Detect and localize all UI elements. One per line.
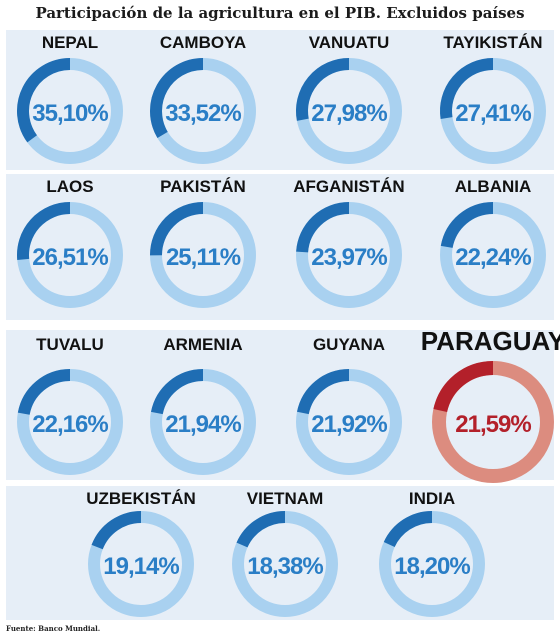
country-label: ARMENIA [163,335,242,354]
value-label: 21,94% [165,411,241,438]
value-label: 22,16% [32,411,108,438]
country-label: PAKISTÁN [160,177,246,196]
value-label: 19,14% [103,553,179,580]
ring-value-arc [17,369,71,416]
ring-value-arc [296,369,350,415]
donut-guyana: GUYANA 21,92% [296,335,402,475]
value-label: 35,10% [32,100,108,127]
donut-vietnam: VIETNAM 18,38% [232,489,338,617]
country-label: UZBEKISTÁN [86,489,196,508]
value-label: 18,20% [394,553,470,580]
country-label: NEPAL [42,33,98,52]
source-note: Fuente: Banco Mundial. [6,624,101,633]
ring-value-arc [149,202,204,256]
value-label: 23,97% [311,244,387,271]
ring-value-arc [440,58,494,119]
donut-laos: LAOS 26,51% [17,177,123,308]
country-label: LAOS [46,177,93,196]
donut-vanuatu: VANUATU 27,98% [296,33,402,164]
ring-value-arc [17,202,71,261]
ring-value-arc [150,369,204,415]
country-label: GUYANA [313,335,385,354]
donut-nepal: NEPAL 35,10% [17,33,123,164]
country-label: ALBANIA [455,177,532,196]
value-label: 18,38% [247,553,323,580]
ring-value-arc [440,202,494,249]
ring-value-arc [150,58,204,139]
value-label: 33,52% [165,100,241,127]
value-label: 25,11% [166,244,241,271]
ring-value-arc [296,58,350,121]
country-label: CAMBOYA [160,33,246,52]
donut-albania: ALBANIA 22,24% [440,177,546,308]
donut-uzbekistan: UZBEKISTÁN 19,14% [86,489,196,617]
donut-paraguay: PARAGUAY 21,59% [421,326,560,483]
country-label: TUVALU [36,335,104,354]
country-label: PARAGUAY [421,326,560,356]
value-label: 26,51% [32,244,108,271]
country-label: TAYIKISTÁN [443,33,542,52]
value-label: 27,98% [311,100,387,127]
value-label: 27,41% [455,100,531,127]
ring-value-arc [296,202,350,253]
donut-armenia: ARMENIA 21,94% [150,335,256,475]
country-label: VIETNAM [247,489,324,508]
country-label: INDIA [409,489,455,508]
ring-value-arc [236,511,286,548]
country-label: VANUATU [309,33,390,52]
country-label: AFGANISTÁN [293,177,404,196]
ring-value-arc [383,511,433,548]
value-label: 21,92% [311,411,387,438]
ring-value-arc [91,511,142,550]
value-label: 22,24% [455,244,531,271]
ring-value-arc [17,58,71,143]
ring-value-arc [433,361,494,413]
value-label: 21,59% [455,411,531,438]
donut-tuvalu: TUVALU 22,16% [17,335,123,475]
donut-afganistan: AFGANISTÁN 23,97% [293,177,405,308]
donut-tayikistan: TAYIKISTÁN 27,41% [440,33,546,164]
donut-camboya: CAMBOYA 33,52% [150,33,256,164]
donut-india: INDIA 18,20% [379,489,485,617]
donut-pakistan: PAKISTÁN 25,11% [149,177,256,308]
